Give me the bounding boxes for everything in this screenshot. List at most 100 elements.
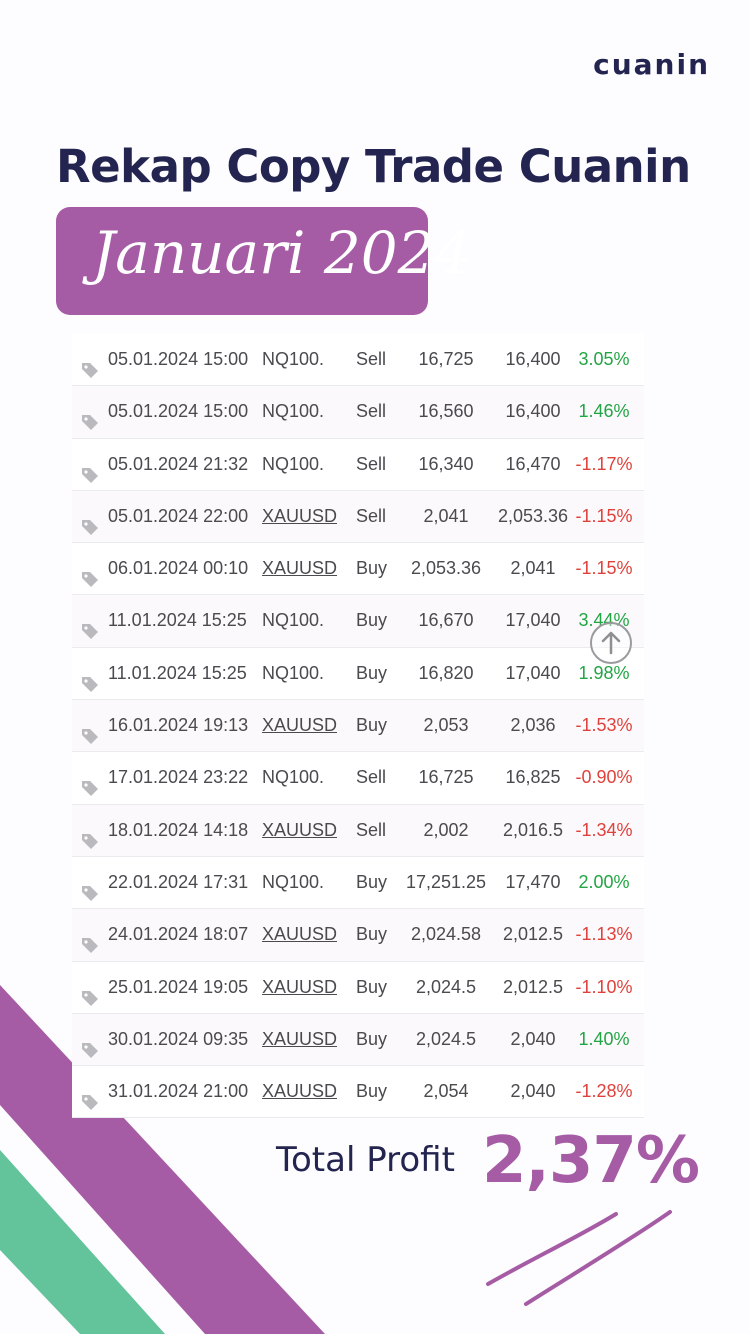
trade-result: 3.05% bbox=[578, 349, 630, 369]
trade-result: -1.28% bbox=[575, 1081, 633, 1102]
trade-row: 18.01.2024 14:18 XAUUSD Sell 2,002 2,016.5 -1… bbox=[72, 804, 644, 857]
trade-row: 05.01.2024 21:32 NQ100. Sell 16,340 16,470 -1… bbox=[72, 439, 644, 491]
trade-side: Buy bbox=[356, 1028, 388, 1049]
trade-open-price: 2,054 bbox=[423, 1081, 469, 1102]
trade-result: -1.34% bbox=[575, 819, 633, 840]
trade-close-price: 2,012.5 bbox=[502, 976, 564, 997]
cuanin-logo: cuanin bbox=[593, 48, 710, 81]
trade-row: 05.01.2024 15:00 NQ100. Sell 16,725 16,400 3.… bbox=[72, 334, 644, 387]
scroll-top-button[interactable] bbox=[590, 622, 632, 664]
trade-open-price: 2,053.36 bbox=[410, 558, 482, 579]
trade-open-price: 16,670 bbox=[418, 610, 474, 631]
trade-side: Buy bbox=[356, 610, 388, 631]
tag-icon bbox=[80, 715, 100, 745]
trade-close-price: 16,400 bbox=[505, 349, 561, 369]
trade-side: Buy bbox=[356, 1081, 388, 1102]
trade-side: Buy bbox=[356, 924, 388, 945]
trade-symbol[interactable]: XAUUSD bbox=[262, 1081, 338, 1102]
tag-icon bbox=[80, 401, 100, 431]
trade-side: Buy bbox=[356, 662, 388, 683]
tag-icon bbox=[80, 610, 100, 640]
trade-close-price: 2,036 bbox=[510, 715, 556, 736]
decorative-underline bbox=[486, 1210, 672, 1306]
trade-symbol[interactable]: XAUUSD bbox=[262, 819, 338, 840]
trade-open-price: 2,041 bbox=[423, 505, 469, 526]
trade-symbol: NQ100. bbox=[262, 401, 325, 422]
trade-datetime: 17.01.2024 23:22 bbox=[108, 767, 249, 788]
tag-icon bbox=[80, 977, 100, 1006]
tag-icon bbox=[80, 1081, 100, 1111]
trade-symbol[interactable]: XAUUSD bbox=[262, 924, 338, 945]
page-title: Rekap Copy Trade Cuanin bbox=[56, 140, 691, 193]
trade-row: 05.01.2024 22:00 XAUUSD Sell 2,041 2,053.36-… bbox=[72, 490, 644, 544]
tag-icon bbox=[80, 820, 100, 849]
tag-icon bbox=[80, 872, 100, 901]
trade-close-price: 2,040 bbox=[510, 1081, 556, 1102]
trade-result: -1.15% bbox=[575, 505, 633, 526]
total-profit-value: 2,37% bbox=[482, 1124, 700, 1198]
trade-datetime: 18.01.2024 14:18 bbox=[108, 819, 249, 840]
trade-close-price: 17,040 bbox=[505, 662, 561, 683]
trade-table: 05.01.2024 15:00 NQ100. Sell 16,725 16,400 3.… bbox=[72, 334, 644, 1119]
trade-datetime: 24.01.2024 18:07 bbox=[108, 924, 249, 945]
trade-datetime: 22.01.2024 17:31 bbox=[108, 871, 249, 892]
trade-symbol: NQ100. bbox=[262, 453, 325, 474]
trade-datetime: 11.01.2024 15:25 bbox=[108, 610, 247, 631]
trade-datetime: 25.01.2024 19:05 bbox=[108, 976, 249, 997]
trade-result: -1.10% bbox=[575, 976, 633, 997]
trade-symbol[interactable]: XAUUSD bbox=[262, 558, 338, 579]
trade-row: 05.01.2024 15:00 NQ100. Sell 16,560 16,400 1.… bbox=[72, 386, 644, 439]
trade-close-price: 2,053.36 bbox=[497, 505, 569, 526]
trade-open-price: 2,024.5 bbox=[415, 1028, 477, 1049]
tag-icon bbox=[80, 454, 100, 483]
tag-icon bbox=[80, 1029, 100, 1058]
trade-datetime: 30.01.2024 09:35 bbox=[108, 1028, 249, 1049]
trade-datetime: 05.01.2024 15:00 bbox=[108, 349, 249, 369]
month-badge: Januari 2024 bbox=[56, 207, 471, 315]
trade-row: 22.01.2024 17:31 NQ100. Buy 17,251.25 17,470… bbox=[72, 857, 644, 910]
trade-open-price: 16,725 bbox=[418, 349, 474, 369]
trade-open-price: 16,560 bbox=[418, 401, 474, 422]
trade-datetime: 11.01.2024 15:25 bbox=[108, 662, 247, 683]
tag-icon bbox=[80, 506, 100, 535]
trade-open-price: 2,053 bbox=[423, 715, 469, 736]
trade-result: 1.98% bbox=[578, 662, 630, 683]
trade-open-price: 2,024.5 bbox=[415, 976, 477, 997]
trade-side: Sell bbox=[356, 505, 387, 526]
trade-symbol: NQ100. bbox=[262, 662, 325, 683]
trade-datetime: 05.01.2024 15:00 bbox=[108, 401, 249, 422]
trade-symbol[interactable]: XAUUSD bbox=[262, 715, 338, 736]
trade-symbol[interactable]: XAUUSD bbox=[262, 976, 338, 997]
total-profit-label: Total Profit bbox=[276, 1140, 455, 1180]
trade-row: 25.01.2024 19:05 XAUUSD Buy 2,024.5 2,012.5-… bbox=[72, 962, 644, 1014]
green-stripe bbox=[0, 1150, 165, 1334]
trade-side: Sell bbox=[356, 401, 387, 422]
trade-side: Buy bbox=[356, 976, 388, 997]
month-label: Januari 2024 bbox=[92, 219, 472, 287]
trade-close-price: 16,825 bbox=[505, 767, 561, 788]
tag-icon bbox=[80, 663, 100, 692]
trade-side: Sell bbox=[356, 349, 387, 369]
trade-close-price: 2,040 bbox=[510, 1028, 556, 1049]
trade-side: Sell bbox=[356, 767, 387, 788]
trade-symbol[interactable]: XAUUSD bbox=[262, 505, 338, 526]
trade-symbol: NQ100. bbox=[262, 767, 325, 788]
trade-side: Buy bbox=[356, 558, 388, 579]
trade-open-price: 2,024.58 bbox=[410, 924, 482, 945]
trade-close-price: 2,041 bbox=[510, 558, 556, 579]
trade-side: Buy bbox=[356, 715, 388, 736]
trade-symbol[interactable]: XAUUSD bbox=[262, 1028, 338, 1049]
trade-row: 11.01.2024 15:25 NQ100. Buy 16,820 17,040 1.9… bbox=[72, 648, 644, 701]
trade-close-price: 16,400 bbox=[505, 401, 561, 422]
trade-close-price: 17,470 bbox=[505, 871, 561, 892]
trade-result: -1.15% bbox=[575, 558, 633, 579]
trade-datetime: 05.01.2024 21:32 bbox=[108, 453, 249, 474]
trade-row: 24.01.2024 18:07 XAUUSD Buy 2,024.58 2,012.5… bbox=[72, 909, 644, 962]
trade-symbol: NQ100. bbox=[262, 610, 325, 631]
trade-symbol: NQ100. bbox=[262, 349, 325, 369]
trade-side: Sell bbox=[356, 819, 387, 840]
trade-close-price: 2,012.5 bbox=[502, 924, 564, 945]
trade-close-price: 17,040 bbox=[505, 610, 561, 631]
trade-row: 31.01.2024 21:00 XAUUSD Buy 2,054 2,040 -1.28… bbox=[72, 1066, 644, 1119]
tag-icon bbox=[80, 558, 100, 588]
